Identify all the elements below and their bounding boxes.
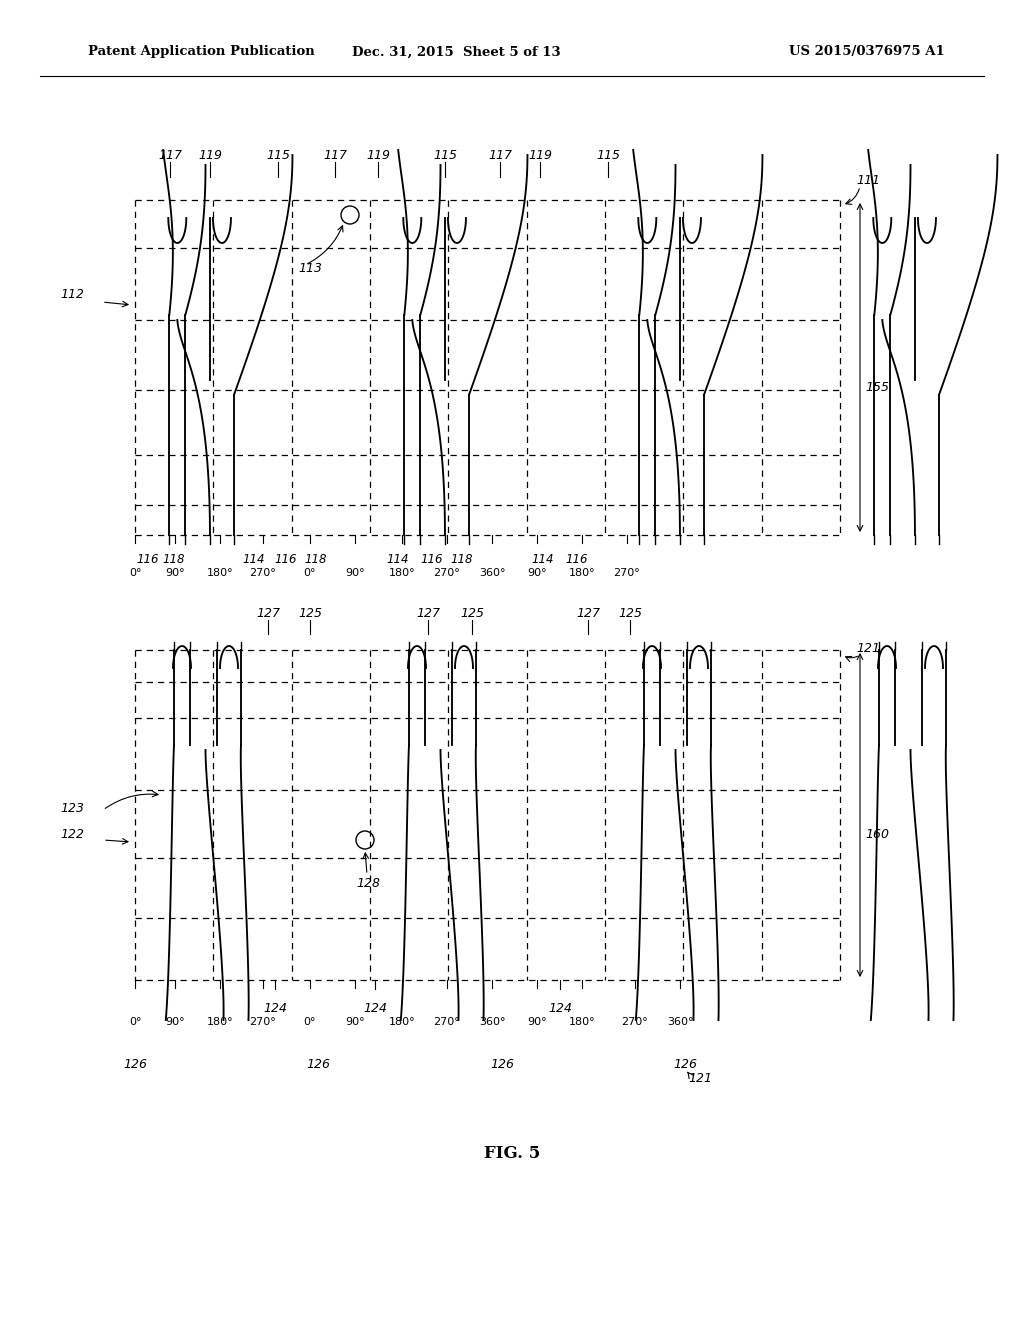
Text: 360°: 360° (479, 568, 505, 578)
Text: 119: 119 (198, 149, 222, 162)
Text: 126: 126 (673, 1059, 697, 1071)
Text: 118: 118 (163, 553, 185, 566)
Text: 115: 115 (596, 149, 620, 162)
Text: 0°: 0° (304, 1016, 316, 1027)
Text: 160: 160 (865, 829, 889, 842)
Text: 116: 116 (421, 553, 443, 566)
Text: 118: 118 (451, 553, 473, 566)
Text: 127: 127 (256, 607, 280, 620)
Text: Patent Application Publication: Patent Application Publication (88, 45, 314, 58)
Text: 116: 116 (137, 553, 160, 566)
Text: 90°: 90° (165, 568, 184, 578)
Text: 127: 127 (575, 607, 600, 620)
Text: US 2015/0376975 A1: US 2015/0376975 A1 (790, 45, 945, 58)
Text: 124: 124 (263, 1002, 287, 1015)
Text: 128: 128 (356, 876, 380, 890)
Text: 117: 117 (158, 149, 182, 162)
Text: 117: 117 (323, 149, 347, 162)
Text: 121: 121 (856, 642, 880, 655)
Text: 112: 112 (60, 289, 84, 301)
Text: 270°: 270° (433, 568, 461, 578)
Text: 0°: 0° (304, 568, 316, 578)
Text: 118: 118 (305, 553, 328, 566)
Text: 90°: 90° (345, 1016, 365, 1027)
Text: 121: 121 (688, 1072, 712, 1085)
Text: 114: 114 (387, 553, 410, 566)
Text: 270°: 270° (613, 568, 640, 578)
Text: 180°: 180° (207, 568, 233, 578)
Text: 125: 125 (460, 607, 484, 620)
Text: 127: 127 (416, 607, 440, 620)
Text: 116: 116 (274, 553, 297, 566)
Text: 180°: 180° (389, 568, 416, 578)
Text: 111: 111 (856, 173, 880, 186)
Text: 126: 126 (123, 1059, 147, 1071)
Text: 90°: 90° (165, 1016, 184, 1027)
Text: 180°: 180° (389, 1016, 416, 1027)
Text: 126: 126 (490, 1059, 514, 1071)
Text: 119: 119 (366, 149, 390, 162)
Text: 114: 114 (243, 553, 265, 566)
Text: 90°: 90° (527, 568, 547, 578)
Text: 115: 115 (266, 149, 290, 162)
Text: 122: 122 (60, 829, 84, 842)
Text: 270°: 270° (622, 1016, 648, 1027)
Text: 116: 116 (565, 553, 588, 566)
Text: 124: 124 (548, 1002, 572, 1015)
Text: 115: 115 (433, 149, 457, 162)
Text: 126: 126 (306, 1059, 330, 1071)
Text: 360°: 360° (479, 1016, 505, 1027)
Text: 113: 113 (298, 261, 322, 275)
Text: 180°: 180° (207, 1016, 233, 1027)
Text: 180°: 180° (568, 1016, 595, 1027)
Text: 155: 155 (865, 381, 889, 393)
Text: 270°: 270° (250, 568, 276, 578)
Text: 0°: 0° (129, 1016, 141, 1027)
Text: 125: 125 (618, 607, 642, 620)
Text: 360°: 360° (667, 1016, 693, 1027)
Text: Dec. 31, 2015  Sheet 5 of 13: Dec. 31, 2015 Sheet 5 of 13 (351, 45, 560, 58)
Text: 90°: 90° (345, 568, 365, 578)
Text: 180°: 180° (568, 568, 595, 578)
Text: 90°: 90° (527, 1016, 547, 1027)
Text: 0°: 0° (129, 568, 141, 578)
Text: 270°: 270° (250, 1016, 276, 1027)
Text: 119: 119 (528, 149, 552, 162)
Text: 117: 117 (488, 149, 512, 162)
Text: 114: 114 (531, 553, 554, 566)
Text: FIG. 5: FIG. 5 (484, 1144, 540, 1162)
Text: 124: 124 (362, 1002, 387, 1015)
Text: 125: 125 (298, 607, 322, 620)
Text: 123: 123 (60, 801, 84, 814)
Text: 270°: 270° (433, 1016, 461, 1027)
